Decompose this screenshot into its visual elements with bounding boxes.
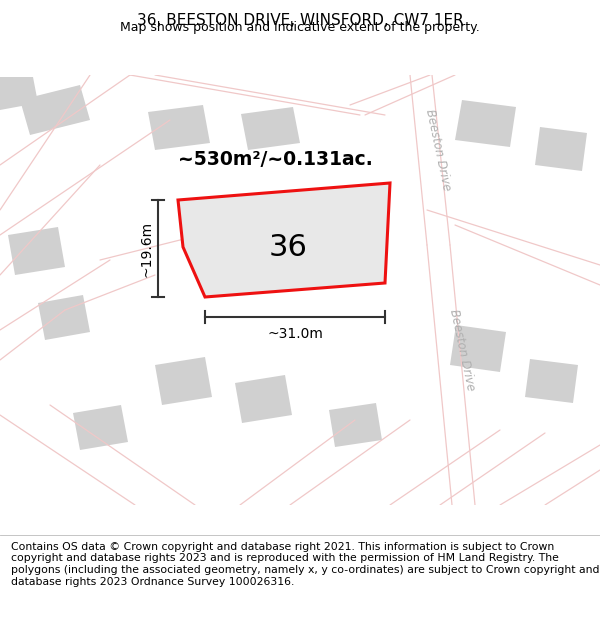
Polygon shape [148, 105, 210, 150]
Polygon shape [525, 359, 578, 403]
Polygon shape [178, 183, 390, 297]
Text: 36: 36 [269, 232, 308, 261]
Text: Contains OS data © Crown copyright and database right 2021. This information is : Contains OS data © Crown copyright and d… [11, 542, 599, 586]
Polygon shape [20, 85, 90, 135]
Polygon shape [329, 403, 382, 447]
Polygon shape [155, 357, 212, 405]
Polygon shape [235, 375, 292, 423]
Polygon shape [0, 77, 38, 110]
Polygon shape [241, 107, 300, 150]
Text: 36, BEESTON DRIVE, WINSFORD, CW7 1ER: 36, BEESTON DRIVE, WINSFORD, CW7 1ER [137, 13, 463, 28]
Polygon shape [535, 127, 587, 171]
Polygon shape [38, 295, 90, 340]
Text: Beeston Drive: Beeston Drive [423, 108, 453, 192]
Text: ~530m²/~0.131ac.: ~530m²/~0.131ac. [178, 150, 373, 169]
Polygon shape [450, 325, 506, 372]
Text: Beeston Drive: Beeston Drive [447, 308, 477, 392]
Polygon shape [73, 405, 128, 450]
Text: Map shows position and indicative extent of the property.: Map shows position and indicative extent… [120, 21, 480, 34]
Polygon shape [8, 227, 65, 275]
Text: ~31.0m: ~31.0m [267, 327, 323, 341]
Polygon shape [455, 100, 516, 147]
Text: ~19.6m: ~19.6m [139, 221, 153, 276]
